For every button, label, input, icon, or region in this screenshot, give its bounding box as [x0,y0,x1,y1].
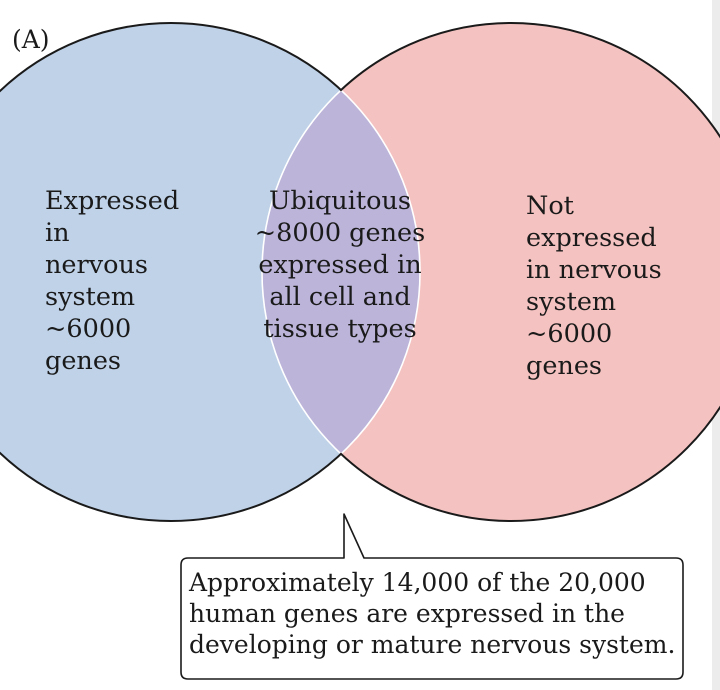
right-line-6: genes [526,351,602,381]
left-line-6: genes [45,346,121,376]
right-line-3: in nervous [526,255,662,285]
callout-line-1: Approximately 14,000 of the 20,000 [188,568,646,597]
right-line-2: expressed [526,223,657,253]
right-circle-outline [261,22,720,522]
left-line-2: in [45,218,70,248]
center-line-3: expressed in [258,250,421,280]
left-line-4: system [45,282,135,312]
center-line-5: tissue types [263,314,416,344]
left-line-3: nervous [45,250,148,280]
right-line-1: Not [526,191,575,221]
center-line-2: ~8000 genes [255,218,425,248]
right-region-text: Not expressed in nervous system ~6000 ge… [526,191,662,381]
left-region-text: Expressed in nervous system ~6000 genes [45,186,179,376]
left-circle-outline [0,22,421,522]
left-line-1: Expressed [45,186,179,216]
right-line-5: ~6000 [526,319,612,349]
callout-line-2: human genes are expressed in the [189,599,625,628]
center-line-4: all cell and [269,282,410,312]
callout-line-3: developing or mature nervous system. [189,630,675,659]
center-region-text: Ubiquitous ~8000 genes expressed in all … [255,186,425,344]
callout-box [180,513,684,680]
callout: Approximately 14,000 of the 20,000 human… [180,513,684,680]
panel-label: (A) [12,25,50,54]
left-line-5: ~6000 [45,314,131,344]
right-line-4: system [526,287,616,317]
center-line-1: Ubiquitous [269,186,411,216]
